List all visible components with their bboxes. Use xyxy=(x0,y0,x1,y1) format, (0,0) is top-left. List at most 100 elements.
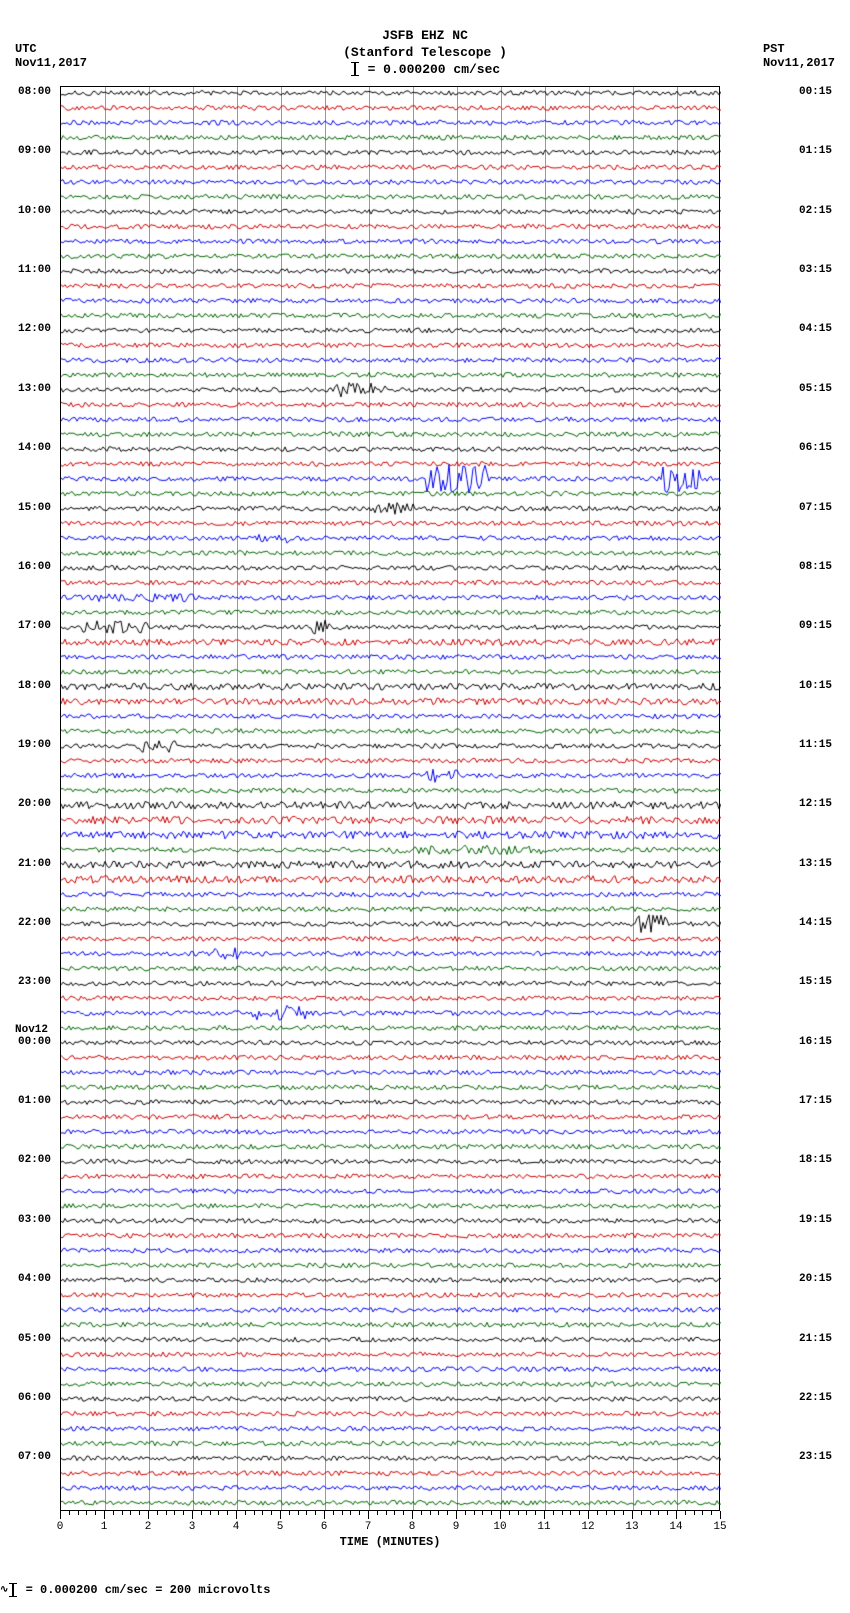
xtick-minor xyxy=(342,1511,343,1515)
tz-left-date: Nov11,2017 xyxy=(15,56,87,70)
utc-time-label: 14:00 xyxy=(18,442,51,454)
xtick-minor xyxy=(254,1511,255,1515)
pst-time-label: 08:15 xyxy=(799,561,832,573)
grid-line xyxy=(237,87,238,1510)
xtick-minor xyxy=(183,1511,184,1515)
utc-time-label: 03:00 xyxy=(18,1214,51,1226)
xtick-minor xyxy=(491,1511,492,1515)
station-subtitle: (Stanford Telescope ) xyxy=(0,45,850,62)
xtick-minor xyxy=(579,1511,580,1515)
utc-time-label: 20:00 xyxy=(18,798,51,810)
xtick-minor xyxy=(69,1511,70,1515)
pst-time-label: 12:15 xyxy=(799,798,832,810)
xtick-minor xyxy=(95,1511,96,1515)
pst-time-label: 04:15 xyxy=(799,323,832,335)
utc-time-label: 06:00 xyxy=(18,1392,51,1404)
utc-time-label: 05:00 xyxy=(18,1333,51,1345)
xtick-minor xyxy=(711,1511,712,1515)
utc-time-label: 16:00 xyxy=(18,561,51,573)
xtick-label: 0 xyxy=(57,1521,64,1533)
xtick-minor xyxy=(518,1511,519,1515)
xtick xyxy=(412,1511,413,1519)
xtick-label: 13 xyxy=(625,1521,638,1533)
pst-time-label: 19:15 xyxy=(799,1214,832,1226)
pst-time-label: 22:15 xyxy=(799,1392,832,1404)
pst-time-label: 10:15 xyxy=(799,680,832,692)
xtick-minor xyxy=(430,1511,431,1515)
xtick xyxy=(544,1511,545,1519)
pst-time-label: 02:15 xyxy=(799,205,832,217)
pst-time-label: 07:15 xyxy=(799,502,832,514)
xtick-minor xyxy=(526,1511,527,1515)
utc-time-label: 13:00 xyxy=(18,383,51,395)
xtick xyxy=(588,1511,589,1519)
pst-time-label: 00:15 xyxy=(799,86,832,98)
utc-time-label: 08:00 xyxy=(18,86,51,98)
xtick xyxy=(192,1511,193,1519)
pst-time-label: 11:15 xyxy=(799,739,832,751)
xtick-minor xyxy=(658,1511,659,1515)
xtick-label: 11 xyxy=(537,1521,550,1533)
pst-time-label: 17:15 xyxy=(799,1095,832,1107)
xtick-minor xyxy=(306,1511,307,1515)
xtick-minor xyxy=(166,1511,167,1515)
grid-line xyxy=(589,87,590,1510)
footer-text: = 0.000200 cm/sec = 200 microvolts xyxy=(18,1583,270,1597)
xtick-minor xyxy=(614,1511,615,1515)
xtick xyxy=(500,1511,501,1519)
xtick-minor xyxy=(298,1511,299,1515)
timezone-left: UTC Nov11,2017 xyxy=(15,42,87,71)
grid-line xyxy=(369,87,370,1510)
grid-line xyxy=(413,87,414,1510)
xtick-minor xyxy=(333,1511,334,1515)
xtick-minor xyxy=(130,1511,131,1515)
tz-right-date: Nov11,2017 xyxy=(763,56,835,70)
utc-time-label: 23:00 xyxy=(18,976,51,988)
xtick-minor xyxy=(122,1511,123,1515)
utc-time-label: 10:00 xyxy=(18,205,51,217)
xtick-minor xyxy=(394,1511,395,1515)
xtick-label: 8 xyxy=(409,1521,416,1533)
scale-indicator: = 0.000200 cm/sec xyxy=(350,62,500,79)
tz-left-label: UTC xyxy=(15,42,87,56)
xtick-minor xyxy=(113,1511,114,1515)
xtick-minor xyxy=(289,1511,290,1515)
xtick-minor xyxy=(650,1511,651,1515)
utc-time-label: 12:00 xyxy=(18,323,51,335)
xtick-minor xyxy=(315,1511,316,1515)
xtick-minor xyxy=(694,1511,695,1515)
xtick-minor xyxy=(350,1511,351,1515)
xtick-minor xyxy=(218,1511,219,1515)
seismogram-traces xyxy=(61,87,721,1512)
xtick-minor xyxy=(570,1511,571,1515)
xtick-minor xyxy=(245,1511,246,1515)
xtick xyxy=(368,1511,369,1519)
xtick xyxy=(456,1511,457,1519)
xtick-minor xyxy=(78,1511,79,1515)
grid-line xyxy=(545,87,546,1510)
xtick xyxy=(720,1511,721,1519)
xtick-label: 14 xyxy=(669,1521,682,1533)
scale-tick-icon xyxy=(354,62,356,76)
xtick-label: 7 xyxy=(365,1521,372,1533)
xtick-minor xyxy=(474,1511,475,1515)
xtick-minor xyxy=(685,1511,686,1515)
pst-time-label: 15:15 xyxy=(799,976,832,988)
pst-time-label: 13:15 xyxy=(799,858,832,870)
grid-line xyxy=(105,87,106,1510)
xtick-minor xyxy=(447,1511,448,1515)
xtick-minor xyxy=(271,1511,272,1515)
footer-scale: ∿ = 0.000200 cm/sec = 200 microvolts xyxy=(0,1583,270,1597)
date-marker: Nov12 xyxy=(15,1024,48,1036)
scale-label: = 0.000200 cm/sec xyxy=(360,62,500,77)
utc-time-label: 02:00 xyxy=(18,1154,51,1166)
xtick-minor xyxy=(227,1511,228,1515)
xtick-minor xyxy=(377,1511,378,1515)
xtick-minor xyxy=(553,1511,554,1515)
grid-line xyxy=(457,87,458,1510)
grid-line xyxy=(149,87,150,1510)
xtick xyxy=(236,1511,237,1519)
xtick-minor xyxy=(403,1511,404,1515)
xtick xyxy=(324,1511,325,1519)
grid-line xyxy=(633,87,634,1510)
